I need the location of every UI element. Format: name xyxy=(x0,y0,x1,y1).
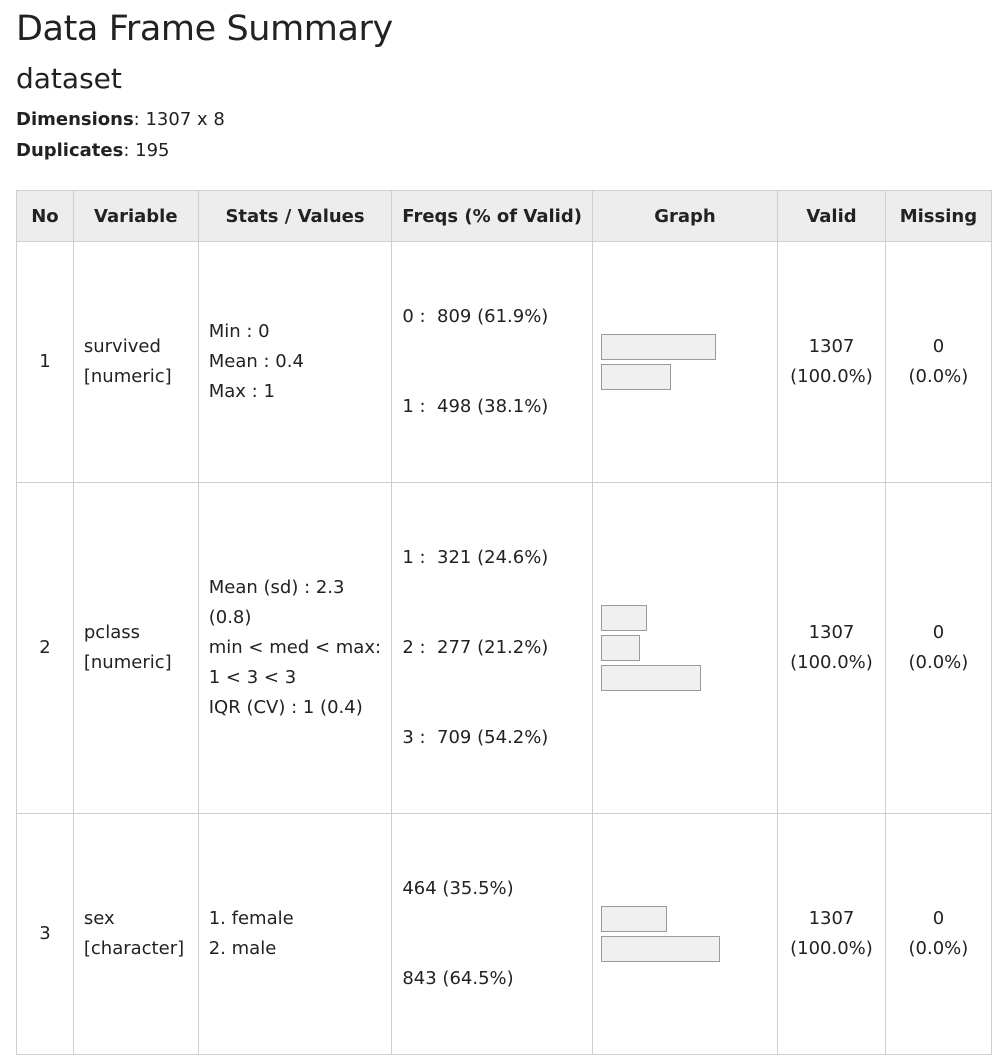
missing-percent: (0.0%) xyxy=(908,938,969,959)
variable-type: [numeric] xyxy=(83,652,172,673)
missing-cell: 0 (0.0%) xyxy=(884,241,992,483)
header-stats: Stats / Values xyxy=(197,190,393,242)
freq-line: 843 (64.5%) xyxy=(402,968,514,989)
freq-bar xyxy=(600,605,647,631)
variable-name: sex xyxy=(83,908,115,929)
table-row: 2 pclass [numeric] Mean (sd) : 2.3 (0.8)… xyxy=(16,482,992,814)
valid-percent: (100.0%) xyxy=(790,938,873,959)
dimensions-line: Dimensions: 1307 x 8 xyxy=(16,109,225,130)
stats-cell: Mean (sd) : 2.3 (0.8) min < med < max: 1… xyxy=(197,482,393,814)
header-valid: Valid xyxy=(777,190,886,242)
table-header-row: No Variable Stats / Values Freqs (% of V… xyxy=(16,190,992,242)
missing-percent: (0.0%) xyxy=(908,366,969,387)
stat-line: min < med < max: xyxy=(208,637,382,658)
header-variable: Variable xyxy=(72,190,199,242)
stat-line: Min : 0 xyxy=(208,321,270,342)
stats-cell: Min : 0 Mean : 0.4 Max : 1 xyxy=(197,241,393,483)
variable-name: survived xyxy=(83,336,161,357)
stat-line: Mean (sd) : 2.3 (0.8) xyxy=(208,577,345,628)
stat-line: Mean : 0.4 xyxy=(208,351,304,372)
header-graph: Graph xyxy=(591,190,779,242)
freqs-cell: 1 : 321 (24.6%) 2 : 277 (21.2%) 3 : 709 … xyxy=(391,482,593,814)
freq-line: 464 (35.5%) xyxy=(402,878,514,899)
freq-line: 1 : 321 (24.6%) xyxy=(402,547,549,568)
page-title: Data Frame Summary xyxy=(16,9,393,49)
freqs-cell: 0 : 809 (61.9%) 1 : 498 (38.1%) xyxy=(391,241,593,483)
freq-bar xyxy=(600,635,640,661)
header-missing: Missing xyxy=(884,190,992,242)
dataset-name: dataset xyxy=(16,62,122,95)
header-no: No xyxy=(16,190,74,242)
row-number: 2 xyxy=(16,482,74,814)
stats-cell: 1. female 2. male xyxy=(197,813,393,1055)
valid-count: 1307 xyxy=(808,336,855,357)
missing-cell: 0 (0.0%) xyxy=(884,482,992,814)
header-freqs: Freqs (% of Valid) xyxy=(391,190,593,242)
variable-cell: pclass [numeric] xyxy=(72,482,199,814)
valid-cell: 1307 (100.0%) xyxy=(777,482,886,814)
variable-cell: sex [character] xyxy=(72,813,199,1055)
graph-cell xyxy=(591,813,779,1055)
missing-count: 0 xyxy=(932,336,945,357)
missing-count: 0 xyxy=(932,908,945,929)
summary-table: No Variable Stats / Values Freqs (% of V… xyxy=(16,190,992,1055)
table-row: 1 survived [numeric] Min : 0 Mean : 0.4 … xyxy=(16,241,992,483)
stat-line: 1 < 3 < 3 xyxy=(208,667,297,688)
freq-bar xyxy=(600,665,701,691)
freq-bar xyxy=(600,364,671,390)
variable-name: pclass xyxy=(83,622,140,643)
valid-count: 1307 xyxy=(808,908,855,929)
valid-count: 1307 xyxy=(808,622,855,643)
missing-percent: (0.0%) xyxy=(908,652,969,673)
valid-percent: (100.0%) xyxy=(790,652,873,673)
valid-percent: (100.0%) xyxy=(790,366,873,387)
freq-line: 0 : 809 (61.9%) xyxy=(402,306,549,327)
stat-line: Max : 1 xyxy=(208,381,275,402)
duplicates-label: Duplicates xyxy=(16,140,124,161)
freq-line: 1 : 498 (38.1%) xyxy=(402,396,549,417)
freq-bar xyxy=(600,936,720,962)
missing-cell: 0 (0.0%) xyxy=(884,813,992,1055)
row-number: 3 xyxy=(16,813,74,1055)
valid-cell: 1307 (100.0%) xyxy=(777,813,886,1055)
variable-type: [numeric] xyxy=(83,366,172,387)
freq-bar xyxy=(600,906,667,932)
dimensions-label: Dimensions xyxy=(16,109,134,130)
stat-line: IQR (CV) : 1 (0.4) xyxy=(208,697,363,718)
valid-cell: 1307 (100.0%) xyxy=(777,241,886,483)
row-number: 1 xyxy=(16,241,74,483)
graph-cell xyxy=(591,482,779,814)
missing-count: 0 xyxy=(932,622,945,643)
variable-type: [character] xyxy=(83,938,185,959)
freq-bar xyxy=(600,334,716,360)
freq-line: 3 : 709 (54.2%) xyxy=(402,727,549,748)
dimensions-value: : 1307 x 8 xyxy=(133,109,225,130)
freq-line: 2 : 277 (21.2%) xyxy=(402,637,549,658)
variable-cell: survived [numeric] xyxy=(72,241,199,483)
graph-cell xyxy=(591,241,779,483)
stat-line: 1. female xyxy=(208,908,294,929)
duplicates-line: Duplicates: 195 xyxy=(16,140,169,161)
table-row: 3 sex [character] 1. female 2. male 464 … xyxy=(16,813,992,1055)
stat-line: 2. male xyxy=(208,938,277,959)
duplicates-value: : 195 xyxy=(123,140,170,161)
freqs-cell: 464 (35.5%) 843 (64.5%) xyxy=(391,813,593,1055)
